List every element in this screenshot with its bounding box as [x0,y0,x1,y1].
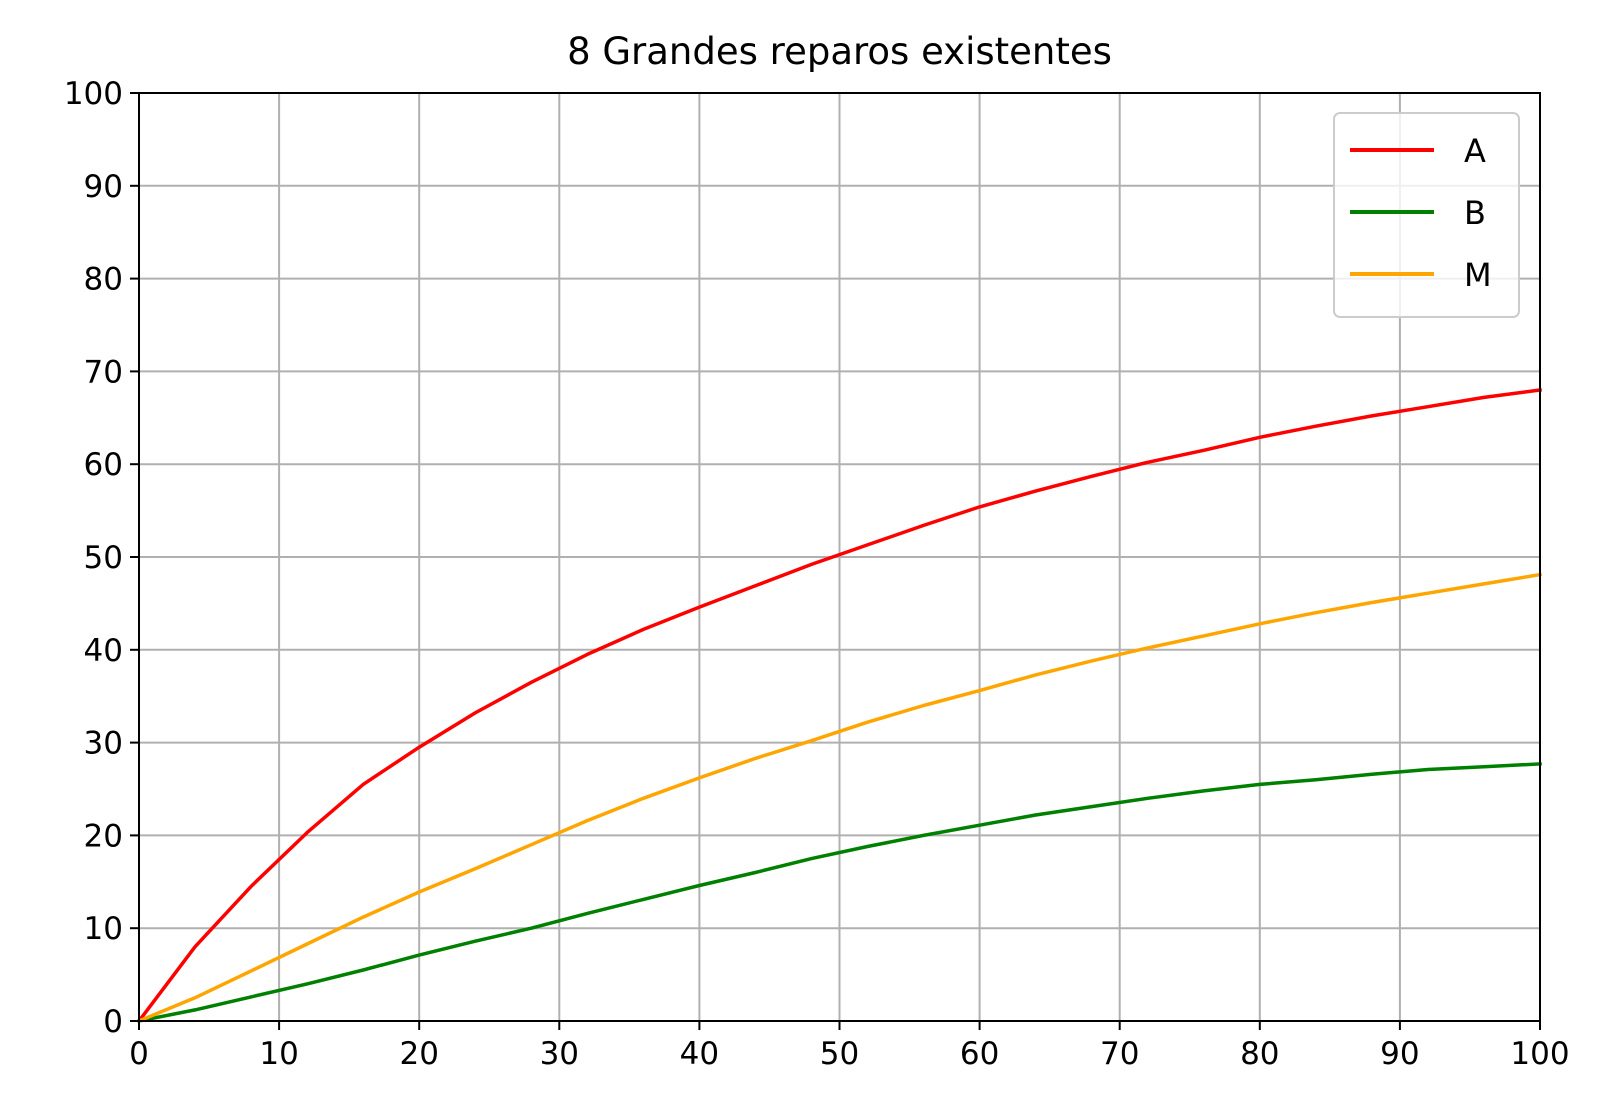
x-tick-label: 40 [680,1036,719,1072]
y-tick-label: 70 [84,354,123,390]
series-line-b [136,762,1542,1024]
legend-label-m: M [1464,256,1492,294]
legend-label-b: B [1464,194,1486,232]
x-tick-label: 20 [399,1036,438,1072]
x-tick-label: 100 [1510,1036,1569,1072]
y-tick-label: 40 [84,633,123,669]
y-tick-label: 80 [84,262,123,298]
x-tick-label: 80 [1240,1036,1279,1072]
axes: 0 10 20 30 40 50 60 70 80 90 100 0 10 20 30 40 50 60 70 80 9… [64,76,1570,1072]
grid-lines [138,92,1541,1022]
y-tick-label: 30 [84,726,123,762]
x-tick-label: 30 [540,1036,579,1072]
x-tick-label: 10 [259,1036,298,1072]
legend-label-a: A [1464,132,1486,170]
y-tick-label: 50 [84,540,123,576]
y-tick-label: 10 [84,911,123,947]
series-line-m [136,572,1543,1024]
x-tick-label: 60 [960,1036,999,1072]
x-tick-label: 50 [820,1036,859,1072]
y-tick-label: 20 [84,818,123,854]
x-tick-label: 90 [1380,1036,1419,1072]
x-tick-label: 70 [1100,1036,1139,1072]
y-tick-label: 60 [84,447,123,483]
series-lines [136,388,1543,1024]
legend: ABM [1333,112,1520,318]
chart-title: 8 Grandes reparos existentes [567,30,1112,73]
legend-box [1333,112,1520,318]
y-tick-label: 90 [84,169,123,205]
y-tick-label: 0 [103,1004,123,1040]
y-tick-label: 100 [64,76,123,112]
series-line-a [136,388,1542,1024]
x-tick-label: 0 [129,1036,149,1072]
